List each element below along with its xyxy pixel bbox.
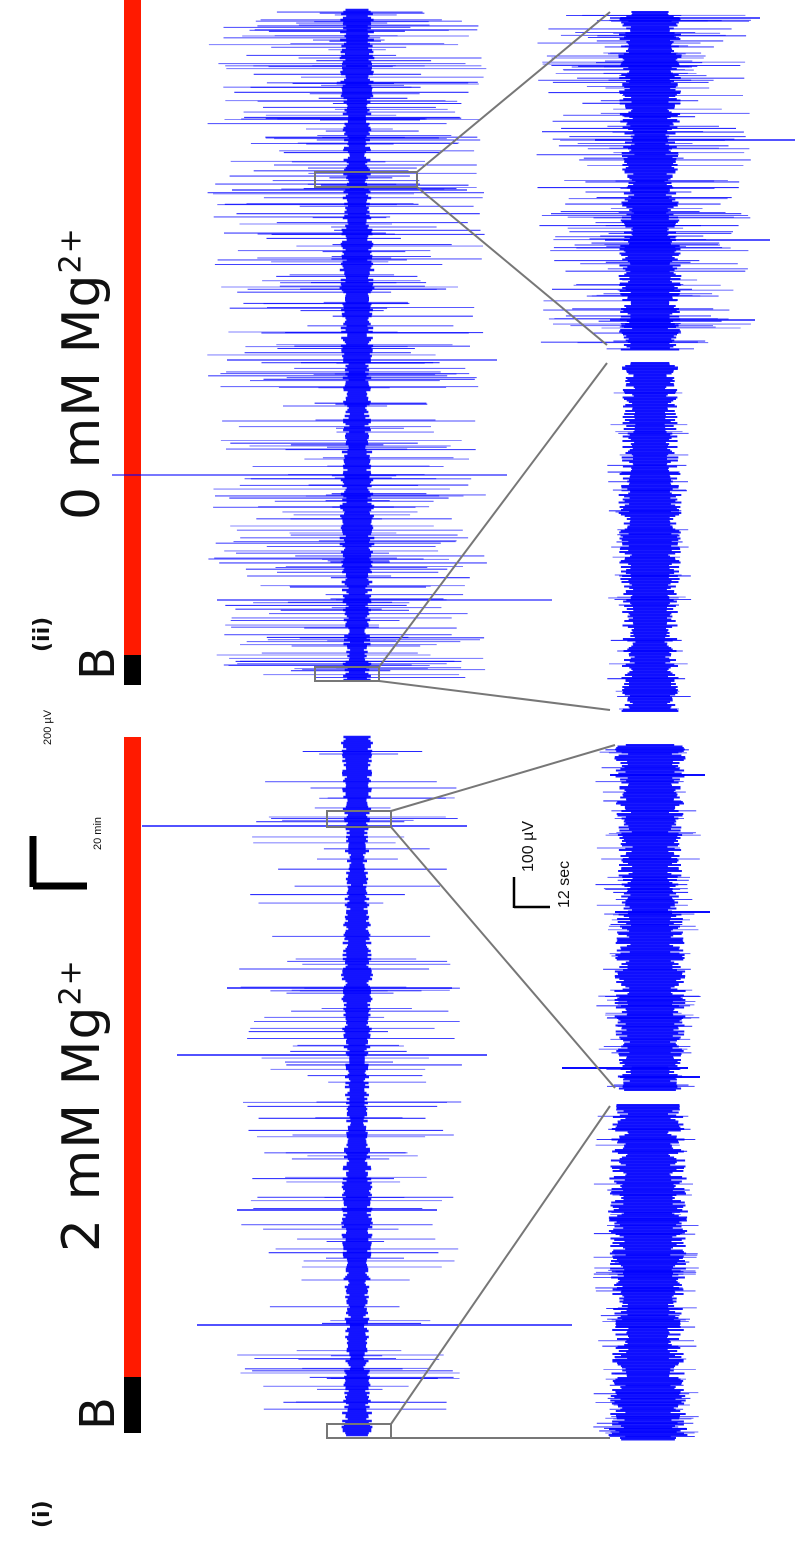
- overview-amplitude-label: 200 µV: [42, 709, 54, 745]
- condition-text-i: 2 mM Mg: [52, 1005, 112, 1252]
- connector-line: [390, 826, 616, 1089]
- selection-box-i-condition: [326, 810, 392, 828]
- connector-line: [390, 744, 616, 812]
- condition-superscript-i: 2+: [53, 959, 89, 1006]
- zoom-trace-i-baseline: [593, 1103, 699, 1441]
- overview-scale-bar: [29, 836, 87, 890]
- panel-label-ii: (ii): [30, 616, 55, 652]
- overview-trace-ii: [112, 8, 552, 682]
- condition-bar-ii: [124, 0, 141, 655]
- selection-box-i-baseline: [326, 1423, 392, 1439]
- zoom-trace-ii-condition: [536, 10, 795, 351]
- connector-line: [416, 186, 608, 346]
- connector-line: [416, 11, 611, 173]
- baseline-label-ii: B: [70, 647, 126, 680]
- baseline-label-i: B: [70, 1397, 126, 1430]
- condition-bar-i: [124, 737, 141, 1377]
- connector-line: [378, 362, 608, 668]
- condition-label-ii: 0 mM Mg2+: [52, 227, 112, 520]
- zoom-amplitude-label: 100 µV: [520, 820, 537, 872]
- overview-trace-i: [142, 735, 572, 1437]
- zoom-trace-i-condition: [562, 743, 710, 1092]
- condition-label-i: 2 mM Mg2+: [52, 959, 112, 1252]
- condition-text-ii: 0 mM Mg: [52, 273, 112, 520]
- condition-superscript-ii: 2+: [53, 227, 89, 274]
- connector-line: [378, 680, 611, 711]
- overview-time-label: 20 min: [92, 816, 104, 850]
- zoom-connectors: [314, 11, 616, 1439]
- zoom-trace-ii-baseline: [607, 361, 692, 713]
- selection-box-ii-baseline: [314, 666, 380, 682]
- zoom-scale-bar: [512, 877, 550, 909]
- connector-line: [390, 1105, 611, 1425]
- selection-box-ii-condition: [314, 171, 418, 188]
- zoom-time-label: 12 sec: [556, 860, 573, 908]
- baseline-bar-ii: [124, 655, 141, 685]
- panel-label-i: (i): [30, 1500, 55, 1528]
- baseline-bar-i: [124, 1377, 141, 1433]
